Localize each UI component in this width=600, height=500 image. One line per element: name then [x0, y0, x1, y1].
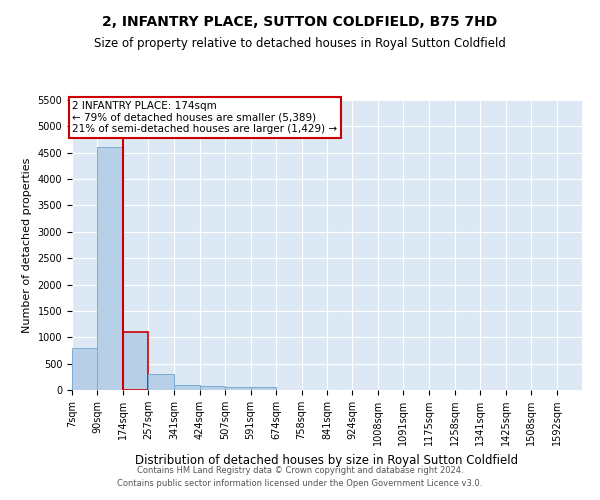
Bar	[251, 388, 276, 390]
Text: Size of property relative to detached houses in Royal Sutton Coldfield: Size of property relative to detached ho…	[94, 38, 506, 51]
Bar	[225, 388, 251, 390]
Bar	[123, 332, 148, 390]
X-axis label: Distribution of detached houses by size in Royal Sutton Coldfield: Distribution of detached houses by size …	[136, 454, 518, 466]
Bar	[174, 384, 199, 390]
Bar	[199, 386, 225, 390]
Bar	[148, 374, 174, 390]
Text: 2, INFANTRY PLACE, SUTTON COLDFIELD, B75 7HD: 2, INFANTRY PLACE, SUTTON COLDFIELD, B75…	[103, 15, 497, 29]
Text: Contains HM Land Registry data © Crown copyright and database right 2024.
Contai: Contains HM Land Registry data © Crown c…	[118, 466, 482, 487]
Bar	[72, 348, 97, 390]
Bar	[97, 148, 123, 390]
Text: 2 INFANTRY PLACE: 174sqm
← 79% of detached houses are smaller (5,389)
21% of sem: 2 INFANTRY PLACE: 174sqm ← 79% of detach…	[73, 101, 337, 134]
Y-axis label: Number of detached properties: Number of detached properties	[22, 158, 32, 332]
